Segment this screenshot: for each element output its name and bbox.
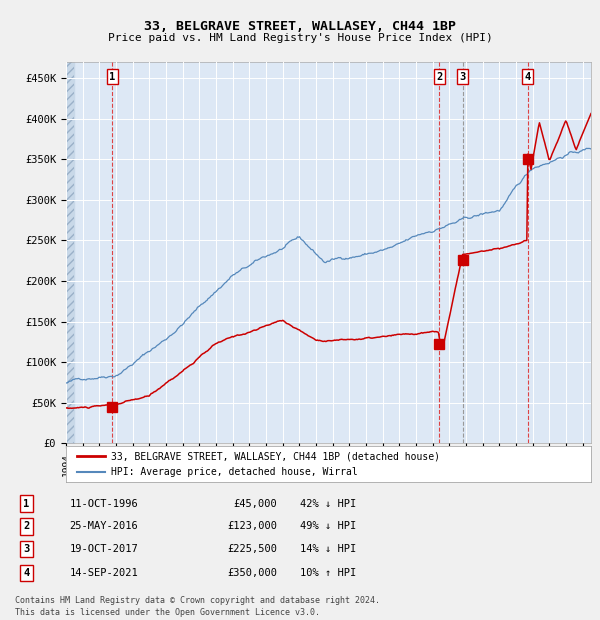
Text: 2: 2 [436,71,442,82]
Text: 19-OCT-2017: 19-OCT-2017 [70,544,139,554]
Text: 14-SEP-2021: 14-SEP-2021 [70,568,139,578]
Text: Contains HM Land Registry data © Crown copyright and database right 2024.: Contains HM Land Registry data © Crown c… [15,596,380,606]
Text: 33, BELGRAVE STREET, WALLASEY, CH44 1BP: 33, BELGRAVE STREET, WALLASEY, CH44 1BP [144,20,456,33]
Text: £45,000: £45,000 [233,498,277,508]
Text: 10% ↑ HPI: 10% ↑ HPI [300,568,356,578]
Text: 1: 1 [109,71,115,82]
Text: 3: 3 [23,544,29,554]
Text: 42% ↓ HPI: 42% ↓ HPI [300,498,356,508]
Bar [66,62,74,443]
Text: £225,500: £225,500 [227,544,277,554]
Text: £350,000: £350,000 [227,568,277,578]
Text: 49% ↓ HPI: 49% ↓ HPI [300,521,356,531]
Text: 1: 1 [23,498,29,508]
Text: 4: 4 [23,568,29,578]
Text: 14% ↓ HPI: 14% ↓ HPI [300,544,356,554]
Text: HPI: Average price, detached house, Wirral: HPI: Average price, detached house, Wirr… [110,467,358,477]
Text: 11-OCT-1996: 11-OCT-1996 [70,498,139,508]
Text: 33, BELGRAVE STREET, WALLASEY, CH44 1BP (detached house): 33, BELGRAVE STREET, WALLASEY, CH44 1BP … [110,451,440,461]
Text: £123,000: £123,000 [227,521,277,531]
Text: 4: 4 [524,71,531,82]
Text: 2: 2 [23,521,29,531]
Text: 25-MAY-2016: 25-MAY-2016 [70,521,139,531]
Text: This data is licensed under the Open Government Licence v3.0.: This data is licensed under the Open Gov… [15,608,320,617]
Text: Price paid vs. HM Land Registry's House Price Index (HPI): Price paid vs. HM Land Registry's House … [107,33,493,43]
Text: 3: 3 [460,71,466,82]
